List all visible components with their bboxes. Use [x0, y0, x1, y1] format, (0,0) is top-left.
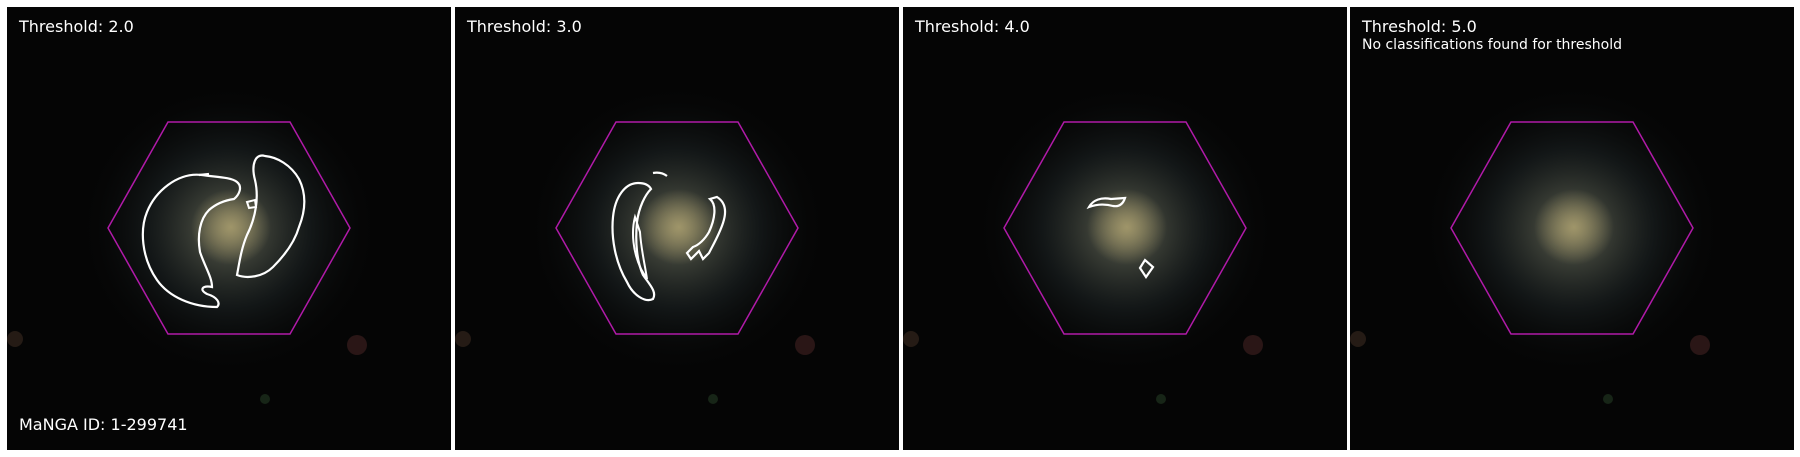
background-star	[795, 335, 815, 355]
classification-contour	[685, 195, 727, 261]
background-star	[1350, 331, 1366, 347]
ifu-hexagon	[555, 121, 799, 335]
classification-contour	[611, 181, 656, 302]
background-star	[1690, 335, 1710, 355]
classification-contour	[198, 172, 210, 177]
classification-contour	[632, 213, 648, 280]
background-star	[1603, 394, 1613, 404]
background-star	[903, 331, 919, 347]
threshold-label: Threshold: 3.0	[467, 17, 582, 36]
threshold-label: Threshold: 2.0	[19, 17, 134, 36]
threshold-label: Threshold: 4.0	[915, 17, 1030, 36]
classification-contour	[1138, 258, 1155, 279]
classification-contour	[1086, 196, 1127, 210]
galaxy-core	[1087, 189, 1167, 265]
background-star	[347, 335, 367, 355]
classification-contour	[652, 171, 668, 177]
background-star	[455, 331, 471, 347]
manga-id-label: MaNGA ID: 1-299741	[19, 415, 188, 434]
ifu-hexagon	[1003, 121, 1247, 335]
galaxy-panel-threshold-5: Threshold: 5.0 No classifications found …	[1350, 7, 1794, 450]
ifu-hexagon	[107, 121, 351, 335]
galaxy-panel-threshold-4: Threshold: 4.0	[903, 7, 1347, 450]
background-star	[1243, 335, 1263, 355]
classification-contour	[141, 173, 242, 309]
galaxy-image	[1350, 7, 1794, 450]
background-star	[1156, 394, 1166, 404]
threshold-label: Threshold: 5.0	[1362, 17, 1477, 36]
galaxy-core	[1534, 189, 1614, 265]
galaxy-panel-threshold-3: Threshold: 3.0	[455, 7, 899, 450]
classification-contour	[245, 198, 258, 210]
no-classifications-note: No classifications found for threshold	[1362, 37, 1622, 53]
background-star	[708, 394, 718, 404]
galaxy-image	[903, 7, 1347, 450]
galaxy-panel-threshold-2: Threshold: 2.0 MaNGA ID: 1-299741	[7, 7, 451, 450]
galaxy-image	[455, 7, 899, 450]
galaxy-image	[7, 7, 451, 450]
classification-contour	[235, 154, 306, 278]
ifu-hexagon	[1450, 121, 1694, 335]
background-star	[7, 331, 23, 347]
galaxy-core	[639, 189, 719, 265]
background-star	[260, 394, 270, 404]
